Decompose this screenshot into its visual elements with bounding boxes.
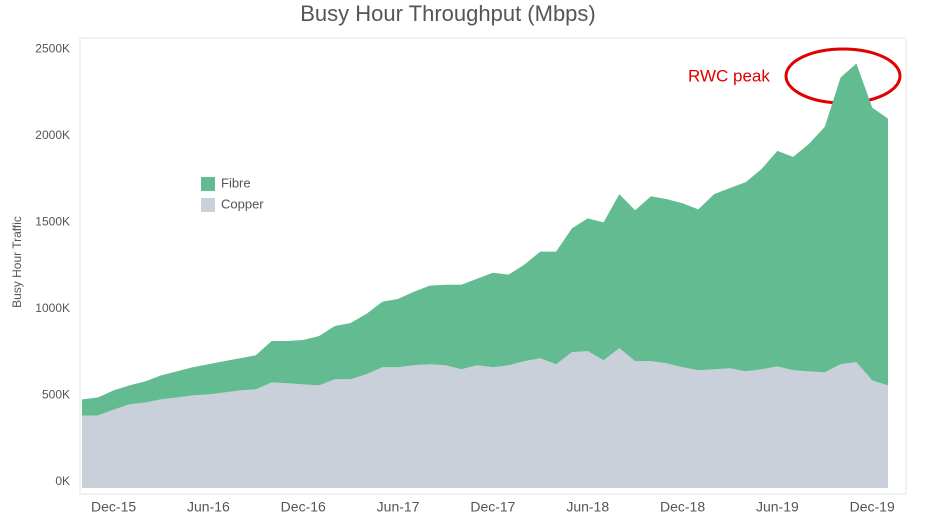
y-tick-label: 1500K — [35, 215, 70, 229]
annotation: RWC peak — [688, 66, 770, 85]
x-tick-label: Dec-17 — [470, 499, 515, 515]
y-tick-label: 500K — [42, 388, 70, 402]
area — [82, 348, 888, 488]
legend-swatch — [201, 198, 215, 212]
x-tick-label: Dec-15 — [91, 499, 136, 515]
legend-label: Fibre — [221, 175, 251, 190]
x-tick-label: Jun-16 — [187, 499, 230, 515]
y-tick-label: 1000K — [35, 301, 70, 315]
legend-label: Copper — [221, 196, 264, 211]
chart-title: Busy Hour Throughput (Mbps) — [300, 1, 596, 26]
x-tick-label: Dec-16 — [281, 499, 326, 515]
area — [82, 63, 888, 416]
plot-frame — [79, 37, 907, 495]
y-axis-label: Busy Hour Traffic — [10, 216, 24, 308]
x-tick-label: Jun-18 — [566, 499, 609, 515]
y-tick-label: 2500K — [35, 41, 70, 55]
y-tick-label: 2000K — [35, 128, 70, 142]
x-tick-label: Jun-17 — [377, 499, 420, 515]
x-tick-label: Dec-18 — [660, 499, 705, 515]
y-tick-label: 0K — [55, 474, 70, 488]
x-tick-label: Dec-19 — [850, 499, 895, 515]
legend-swatch — [201, 177, 215, 191]
x-tick-label: Jun-19 — [756, 499, 799, 515]
